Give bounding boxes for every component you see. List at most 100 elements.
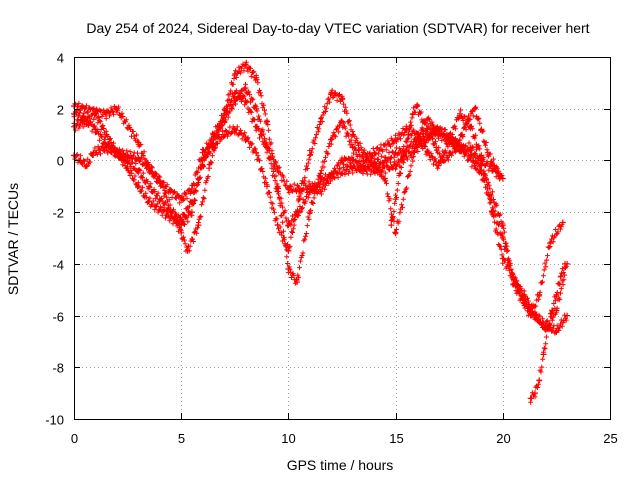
- data-point: [544, 325, 551, 332]
- data-point: [360, 149, 367, 156]
- data-point: [478, 126, 485, 133]
- data-point: [195, 222, 202, 229]
- data-point: [253, 123, 260, 130]
- y-tick-label: -6: [52, 310, 64, 325]
- data-point: [392, 162, 399, 169]
- data-point: [184, 247, 191, 254]
- data-point: [285, 266, 292, 272]
- data-point: [146, 165, 152, 172]
- data-point: [242, 134, 249, 141]
- data-point: [497, 172, 504, 179]
- data-point: [253, 149, 260, 156]
- data-point: [296, 185, 303, 192]
- data-point: [339, 157, 345, 164]
- data-point: [231, 126, 238, 133]
- x-tick-label: 25: [603, 431, 617, 446]
- data-point: [433, 144, 440, 151]
- data-point: [409, 110, 416, 117]
- data-point: [274, 165, 281, 172]
- data-point: [156, 206, 163, 213]
- data-point: [499, 255, 506, 262]
- data-point: [339, 118, 345, 125]
- data-point: [349, 131, 356, 138]
- data-point: [396, 170, 403, 177]
- data-point: [296, 196, 303, 203]
- data-point: [253, 74, 260, 81]
- data-point: [188, 209, 195, 216]
- data-point: [92, 110, 99, 117]
- data-point: [478, 157, 485, 164]
- data-point: [392, 149, 399, 156]
- data-point: [156, 178, 163, 185]
- data-point: [285, 185, 292, 192]
- data-point: [146, 183, 152, 190]
- data-point: [294, 279, 300, 285]
- data-point: [401, 149, 408, 156]
- data-point: [83, 162, 90, 169]
- data-point: [452, 144, 459, 151]
- y-tick-label: -10: [45, 413, 64, 428]
- data-point: [178, 229, 185, 236]
- y-ticks: 4 2 0 -2 -4 -6 -8 -10: [45, 51, 610, 428]
- data-point: [392, 196, 399, 203]
- data-point: [306, 209, 313, 216]
- data-point: [510, 276, 517, 283]
- data-point: [199, 149, 206, 156]
- data-point: [478, 170, 485, 177]
- data-point: [536, 377, 543, 384]
- data-point: [381, 175, 388, 182]
- data-point: [264, 144, 270, 151]
- data-point: [317, 170, 324, 177]
- data-point: [392, 136, 399, 143]
- data-point: [113, 149, 120, 156]
- data-point: [242, 85, 249, 91]
- data-point: [491, 162, 498, 169]
- data-point: [414, 103, 420, 110]
- data-point: [178, 222, 185, 229]
- data-point: [231, 90, 238, 97]
- data-point: [135, 154, 142, 161]
- x-tick-label: 0: [71, 431, 78, 446]
- data-point: [339, 95, 345, 102]
- data-point: [562, 260, 568, 267]
- data-point: [424, 116, 431, 123]
- data-point: [435, 162, 442, 169]
- data-point: [381, 157, 388, 164]
- data-point: [103, 110, 110, 117]
- data-point: [456, 110, 463, 117]
- data-point: [135, 183, 142, 190]
- data-point: [317, 188, 324, 195]
- y-tick-label: -4: [52, 258, 64, 273]
- data-point: [221, 131, 228, 138]
- chart-title: Day 254 of 2024, Sidereal Day-to-day VTE…: [86, 20, 589, 36]
- data-point: [306, 152, 313, 159]
- data-point: [392, 229, 399, 236]
- data-point: [553, 328, 560, 335]
- x-tick-label: 20: [496, 431, 510, 446]
- data-point: [446, 136, 453, 143]
- data-point: [459, 131, 466, 138]
- data-point: [146, 198, 152, 205]
- x-axis-label: GPS time / hours: [287, 457, 394, 473]
- data-point: [90, 149, 97, 156]
- data-point: [317, 178, 324, 185]
- data-point: [206, 165, 213, 172]
- data-point: [103, 131, 110, 138]
- data-point: [420, 118, 427, 125]
- data-point: [328, 90, 335, 97]
- y-tick-label: 4: [57, 51, 64, 66]
- data-point: [135, 167, 142, 174]
- data-point: [328, 136, 335, 143]
- x-tick-label: 10: [281, 431, 295, 446]
- data-point: [178, 196, 185, 203]
- data-point: [113, 105, 120, 112]
- data-point: [274, 188, 281, 195]
- data-point: [96, 147, 103, 154]
- data-point: [253, 105, 260, 112]
- data-point: [557, 273, 564, 280]
- data-point: [349, 144, 356, 151]
- data-point: [264, 183, 270, 190]
- data-point: [264, 118, 270, 125]
- data-point: [285, 222, 292, 229]
